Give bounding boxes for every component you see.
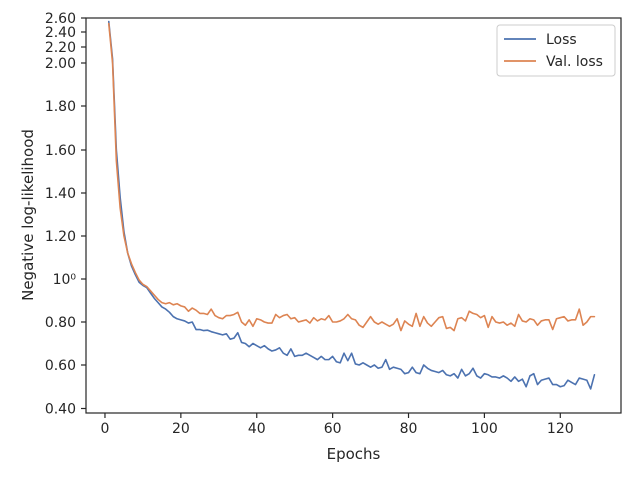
x-tick-label: 80 [400, 421, 418, 437]
y-tick-label: 1.20 [45, 229, 76, 245]
y-tick-label: 1.80 [45, 99, 76, 115]
x-axis-label: Epochs [327, 445, 381, 463]
y-tick-label: 0.60 [45, 358, 76, 374]
y-tick-label: 2.20 [45, 40, 76, 56]
series-line-loss [107, 20, 596, 390]
legend: Loss Val. loss [496, 24, 616, 77]
series-line-val-loss [107, 22, 596, 332]
y-tick-label: 2.60 [45, 11, 76, 27]
legend-label-val-loss: Val. loss [546, 54, 603, 70]
x-tick-label: 120 [547, 421, 574, 437]
series-lines [107, 20, 596, 390]
y-tick-label: 1.60 [45, 143, 76, 159]
x-tick-label: 0 [101, 421, 110, 437]
x-tick-label: 40 [248, 421, 266, 437]
legend-box [496, 24, 616, 77]
x-axis: 0 20 40 60 80 100 120 [101, 413, 574, 437]
y-axis: 0.400.600.8010⁰1.201.401.601.802.002.202… [45, 11, 86, 418]
plot-area [85, 17, 622, 414]
x-tick-label: 60 [324, 421, 342, 437]
y-tick-label: 0.40 [45, 402, 76, 418]
y-tick-label: 0.80 [45, 315, 76, 331]
x-tick-label: 20 [172, 421, 190, 437]
x-tick-label: 100 [471, 421, 498, 437]
legend-label-loss: Loss [546, 32, 577, 48]
y-tick-label: 1.40 [45, 186, 76, 202]
y-axis-label: Negative log-likelihood [19, 129, 37, 301]
y-tick-label: 10⁰ [53, 272, 77, 288]
y-tick-label: 2.40 [45, 25, 76, 41]
y-tick-label: 2.00 [45, 56, 76, 72]
